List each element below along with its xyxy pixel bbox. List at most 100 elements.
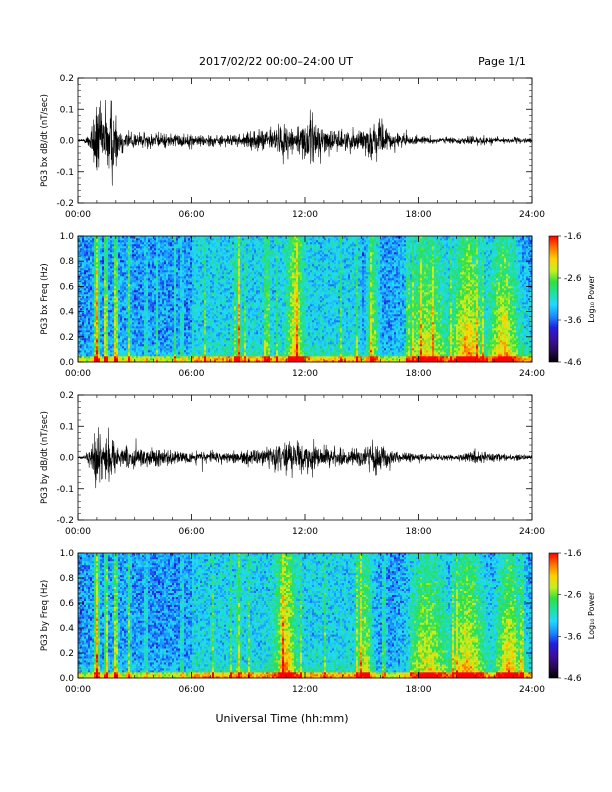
- spectrogram-cell: [228, 342, 231, 345]
- spectrogram-cell: [232, 338, 235, 341]
- spectrogram-cell: [112, 268, 115, 271]
- spectrogram-cell: [184, 314, 187, 317]
- spectrogram-cell: [90, 316, 93, 319]
- spectrogram-cell: [128, 340, 131, 343]
- spectrogram-cell: [200, 276, 203, 279]
- spectrogram-cell: [90, 284, 93, 287]
- spectrogram-cell: [220, 258, 223, 261]
- spectrogram-cell: [120, 252, 123, 255]
- spectrogram-cell: [228, 330, 231, 333]
- spectrogram-cell: [196, 264, 199, 267]
- spectrogram-cell: [194, 262, 197, 265]
- spectrogram-cell: [208, 336, 211, 339]
- spectrogram-cell: [116, 274, 119, 277]
- spectrogram-cell: [136, 248, 139, 251]
- spectrogram-cell: [214, 322, 217, 325]
- spectrogram-cell: [148, 274, 151, 277]
- spectrogram-cell: [118, 242, 121, 245]
- spectrogram-cell: [230, 346, 233, 349]
- spectrogram-cell: [144, 308, 147, 311]
- spectrogram-cell: [192, 260, 195, 263]
- spectrogram-cell: [120, 286, 123, 289]
- spectrogram-cell: [206, 312, 209, 315]
- spectrogram-cell: [226, 278, 229, 281]
- spectrogram-cell: [138, 300, 141, 303]
- spectrogram-cell: [132, 342, 135, 345]
- spectrogram-cell: [198, 360, 201, 363]
- spectrogram-cell: [92, 310, 95, 313]
- spectrogram-cell: [188, 354, 191, 357]
- spectrogram-cell: [222, 320, 225, 323]
- spectrogram-cell: [88, 348, 91, 351]
- spectrogram-cell: [174, 332, 177, 335]
- spectrogram-cell: [104, 298, 107, 301]
- spectrogram-cell: [128, 278, 131, 281]
- spectrogram-cell: [96, 318, 99, 321]
- spectrogram-cell: [224, 334, 227, 337]
- spectrogram-cell: [172, 294, 175, 297]
- spectrogram-cell: [160, 278, 163, 281]
- spectrogram-cell: [156, 288, 159, 291]
- spectrogram-cell: [106, 298, 109, 301]
- spectrogram-cell: [90, 266, 93, 269]
- spectrogram-cell: [84, 316, 87, 319]
- spectrogram-cell: [104, 244, 107, 247]
- spectrogram-cell: [174, 278, 177, 281]
- spectrogram-cell: [166, 332, 169, 335]
- spectrogram-cell: [176, 326, 179, 329]
- spectrogram-cell: [120, 278, 123, 281]
- spectrogram-cell: [126, 318, 129, 321]
- spectrogram-cell: [206, 250, 209, 253]
- spectrogram-cell: [100, 330, 103, 333]
- spectrogram-cell: [182, 302, 185, 305]
- spectrogram-cell: [96, 340, 99, 343]
- spectrogram-cell: [182, 336, 185, 339]
- spectrogram-cell: [100, 324, 103, 327]
- spectrogram-cell: [140, 356, 143, 359]
- spectrogram-cell: [172, 284, 175, 287]
- spectrogram-cell: [132, 296, 135, 299]
- spectrogram-cell: [118, 360, 121, 363]
- spectrogram-cell: [154, 296, 157, 299]
- spectrogram-cell: [158, 276, 161, 279]
- spectrogram-cell: [168, 254, 171, 257]
- spectrogram-cell: [154, 262, 157, 265]
- spectrogram-cell: [118, 272, 121, 275]
- spectrogram-cell: [124, 238, 127, 241]
- spectrogram-cell: [156, 272, 159, 275]
- spectrogram-cell: [198, 236, 201, 239]
- spectrogram-cell: [172, 338, 175, 341]
- spectrogram-cell: [102, 274, 105, 277]
- spectrogram-cell: [118, 306, 121, 309]
- spectrogram-cell: [140, 294, 143, 297]
- spectrogram-cell: [84, 338, 87, 341]
- spectrogram-cell: [204, 294, 207, 297]
- spectrogram-cell: [220, 260, 223, 263]
- spectrogram-cell: [82, 282, 85, 285]
- spectrogram-cell: [224, 304, 227, 307]
- spectrogram-cell: [226, 250, 229, 253]
- spectrogram-cell: [104, 304, 107, 307]
- spectrogram-cell: [126, 330, 129, 333]
- spectrogram-cell: [122, 260, 125, 263]
- spectrogram-cell: [224, 340, 227, 343]
- spectrogram-cell: [86, 324, 89, 327]
- spectrogram-cell: [218, 282, 221, 285]
- spectrogram-cell: [192, 336, 195, 339]
- spectrogram-cell: [190, 306, 193, 309]
- spectrogram-cell: [158, 236, 161, 239]
- spectrogram-cell: [206, 344, 209, 347]
- spectrogram-cell: [104, 352, 107, 355]
- spectrogram-cell: [218, 340, 221, 343]
- spectrogram-cell: [186, 268, 189, 271]
- spectrogram-cell: [190, 264, 193, 267]
- spectrogram-cell: [222, 282, 225, 285]
- spectrogram-cell: [192, 344, 195, 347]
- spectrogram-cell: [128, 358, 131, 361]
- spectrogram-cell: [96, 250, 99, 253]
- spectrogram-cell: [160, 356, 163, 359]
- spectrogram-cell: [230, 276, 233, 279]
- spectrogram-cell: [214, 304, 217, 307]
- spectrogram-cell: [94, 248, 97, 251]
- spectrogram-cell: [86, 252, 89, 255]
